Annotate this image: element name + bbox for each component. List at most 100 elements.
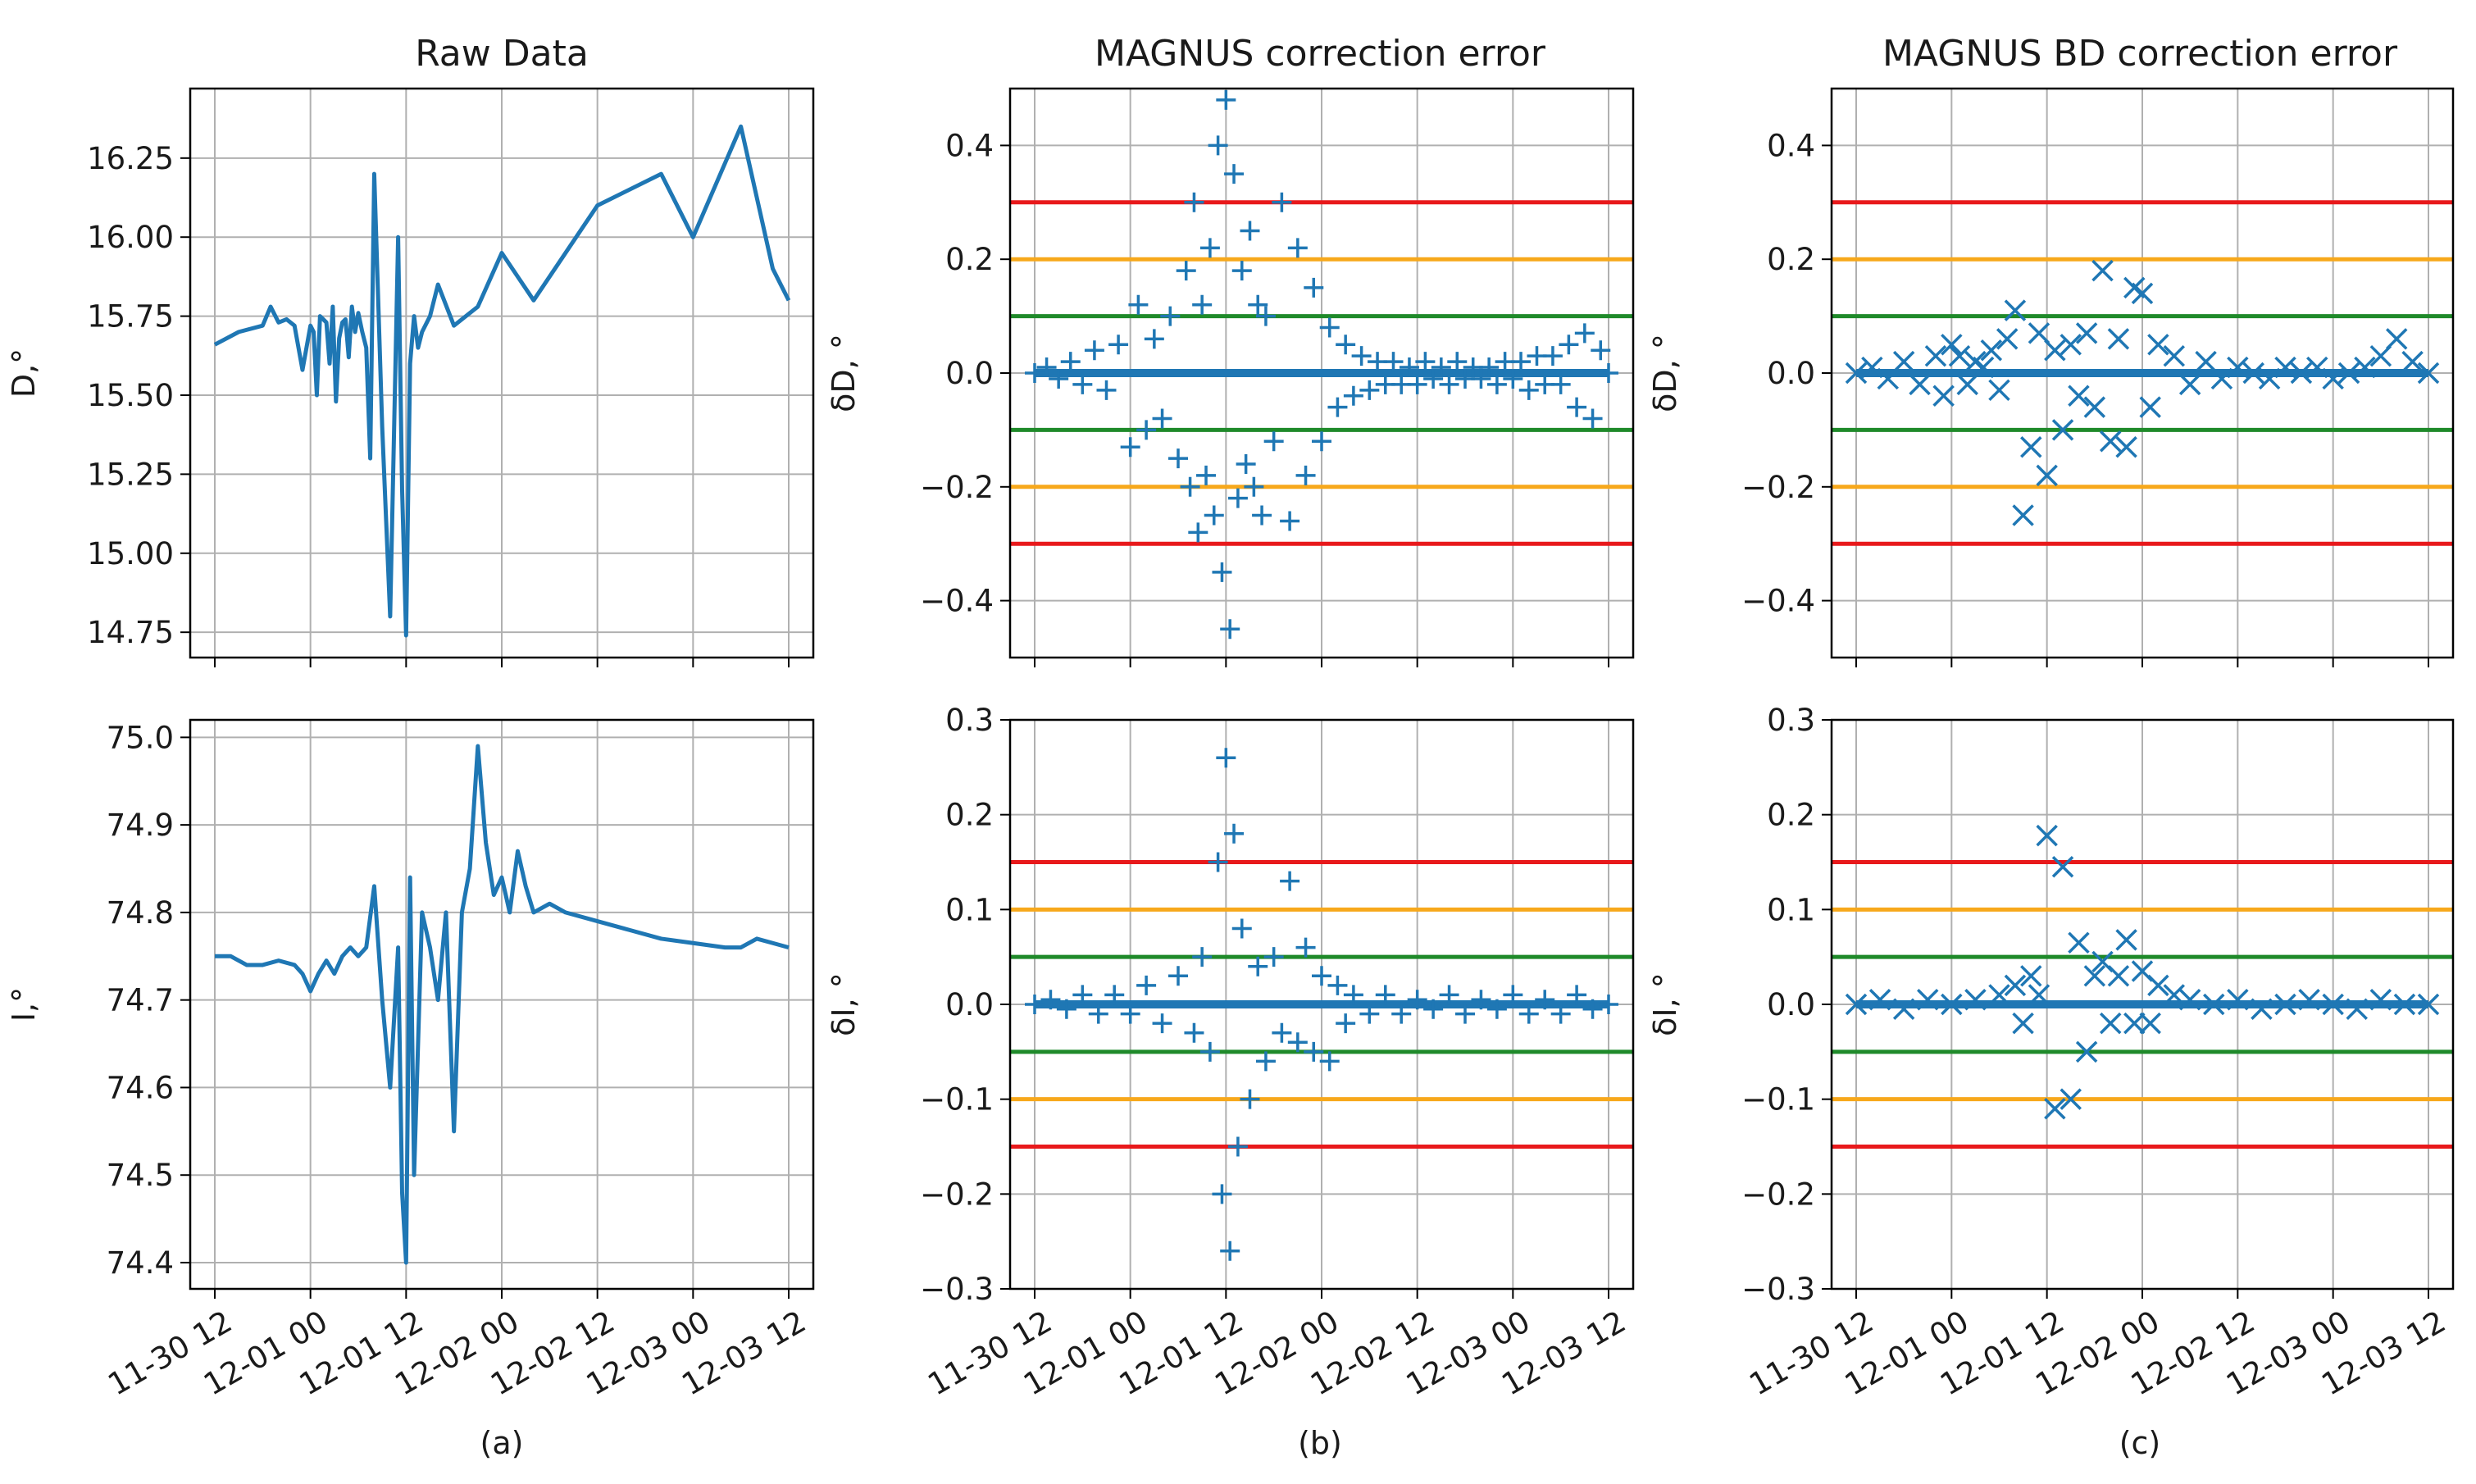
series-I <box>215 744 790 1265</box>
data-point <box>1025 995 1045 1014</box>
data-point <box>1550 1004 1571 1024</box>
data-point <box>1909 373 1931 396</box>
data-point <box>1383 352 1404 372</box>
data-point <box>1407 990 1427 1010</box>
data-point <box>1224 164 1245 184</box>
plot-raw-declination: 14.75 15.00 15.25 15.50 15.75 16.00 16.25 D,° <box>6 87 815 667</box>
data-point <box>2012 504 2034 526</box>
data-point <box>1224 823 1245 844</box>
y-tick-label: 15.00 <box>87 536 174 571</box>
plot-magnus-bd-declination-error: −0.4 −0.2 0.0 0.2 0.4 δD, ° <box>1647 87 2455 667</box>
data-point <box>1559 335 1579 355</box>
data-point <box>2068 931 2090 954</box>
y-tick-label: 15.50 <box>87 378 174 413</box>
y-tick-label: −0.4 <box>920 584 994 619</box>
data-point <box>1216 89 1236 110</box>
y-tick-label: 75.0 <box>107 720 174 755</box>
data-point <box>2099 1012 2122 1035</box>
data-point <box>2298 988 2320 1011</box>
data-point <box>1431 357 1451 378</box>
data-point <box>2203 993 2225 1016</box>
y-tick-label: 0.4 <box>1767 128 1815 163</box>
data-point <box>1188 522 1208 543</box>
data-point <box>1287 1032 1308 1053</box>
data-point <box>1152 1013 1172 1034</box>
data-point <box>1336 335 1356 355</box>
data-point <box>1295 465 1316 485</box>
data-point <box>1120 1004 1140 1024</box>
data-point <box>1144 329 1164 349</box>
data-point <box>1304 277 1324 298</box>
data-point <box>1845 362 1868 385</box>
data-point <box>2258 367 2281 390</box>
data-point <box>1036 357 1057 378</box>
data-point <box>1423 999 1444 1019</box>
data-point <box>2401 350 2424 373</box>
data-point <box>1486 374 1507 394</box>
data-point <box>2251 998 2273 1021</box>
panel-b-label: (b) <box>1298 1425 1342 1461</box>
data-point <box>1244 476 1264 497</box>
data-point <box>1892 350 1915 373</box>
data-point <box>1359 1004 1380 1024</box>
data-point <box>2242 362 2264 385</box>
data-point <box>1391 1004 1412 1024</box>
data-point <box>2107 965 2130 987</box>
data-point <box>1924 344 1947 367</box>
data-point <box>1980 339 2003 362</box>
data-point <box>1240 1089 1260 1109</box>
y-tick-label: 0.3 <box>945 703 994 738</box>
data-point <box>1399 357 1419 378</box>
data-point <box>1199 1041 1220 1062</box>
data-point <box>1152 408 1172 429</box>
data-point <box>1180 476 1200 497</box>
panel-a-title: Raw Data <box>415 33 589 75</box>
data-point <box>1599 995 1618 1014</box>
y-tick-label: 0.2 <box>945 242 994 277</box>
data-point <box>2354 356 2376 379</box>
y-tick-label: 15.75 <box>87 299 174 335</box>
data-point <box>1542 346 1563 366</box>
series-line <box>213 124 791 638</box>
data-point <box>2163 344 2186 367</box>
data-point <box>1196 465 1217 485</box>
data-point <box>1208 135 1228 156</box>
axes-frame <box>189 87 815 659</box>
axes-frame <box>1008 718 1635 1291</box>
data-point <box>1220 1240 1240 1261</box>
data-point <box>1040 990 1061 1010</box>
axes-frame <box>1830 718 2455 1291</box>
data-point <box>1168 448 1188 469</box>
data-point <box>2028 322 2050 344</box>
data-point <box>1184 1022 1204 1043</box>
data-point <box>1407 374 1427 394</box>
data-point <box>1948 344 1971 367</box>
data-point <box>1868 988 1891 1011</box>
data-point <box>1415 352 1436 372</box>
data-point <box>1988 984 2010 1006</box>
data-point <box>2012 1012 2034 1035</box>
data-point <box>1327 975 1348 995</box>
data-point <box>1212 562 1232 582</box>
data-point <box>1877 367 1900 390</box>
y-tick-label: −0.2 <box>920 470 994 505</box>
series-D <box>213 124 791 638</box>
data-point <box>1227 488 1248 508</box>
y-tick-label: −0.2 <box>1741 470 1815 505</box>
data-point <box>1025 363 1045 383</box>
data-point <box>1255 1051 1276 1072</box>
data-point <box>2274 993 2296 1016</box>
data-point <box>1591 340 1611 361</box>
data-point <box>1599 363 1618 383</box>
data-point <box>1956 373 1978 396</box>
data-point <box>2163 984 2186 1006</box>
data-point <box>2068 385 2090 407</box>
panel-c-title: MAGNUS BD correction error <box>1882 33 2398 75</box>
data-point <box>1240 221 1260 241</box>
data-point <box>1582 408 1603 429</box>
y-tick-label: 0.0 <box>1767 987 1815 1022</box>
data-point <box>1295 937 1316 958</box>
data-point <box>1104 985 1125 1005</box>
data-point <box>2083 965 2106 987</box>
y-tick-label: 0.2 <box>945 798 994 833</box>
